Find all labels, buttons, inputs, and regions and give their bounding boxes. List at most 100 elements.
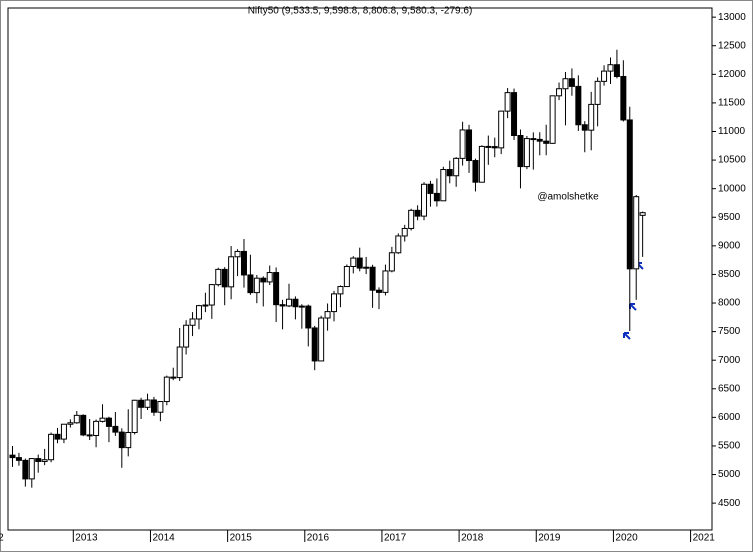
y-tick-label: 10000 [718, 183, 746, 194]
y-tick-label: 5500 [718, 441, 741, 452]
candle-body [523, 138, 530, 168]
candle-body [613, 64, 620, 77]
candle-body [433, 192, 440, 202]
candle-body [369, 266, 376, 291]
candle-body [144, 399, 151, 408]
candle-body [504, 92, 511, 112]
candle-body [93, 420, 100, 436]
x-tick-label: 2020 [615, 533, 638, 544]
candle-body [511, 92, 518, 136]
candle-body [639, 212, 646, 216]
candle-body [517, 134, 524, 168]
candle-body [543, 140, 550, 144]
candle-body [189, 318, 196, 326]
candle-body [157, 401, 164, 413]
candle-body [382, 270, 389, 293]
candle-body [363, 266, 370, 269]
candle-body [446, 169, 453, 177]
candle-body [67, 422, 74, 425]
x-tick-label: 2016 [307, 533, 330, 544]
candle-body [35, 458, 42, 462]
candle-body [195, 305, 202, 320]
x-tick-label: 2017 [384, 533, 407, 544]
candle-body [498, 110, 505, 149]
candle-body [594, 80, 601, 105]
candle-body [73, 414, 80, 424]
candle-body [150, 399, 157, 413]
candle-body [285, 298, 292, 307]
candle-body [376, 289, 383, 293]
candle-body [202, 304, 209, 307]
plot-area [7, 7, 713, 531]
candle-body [163, 376, 170, 403]
candle-body [41, 459, 48, 462]
candle-body [408, 209, 415, 229]
candle-body [440, 169, 447, 202]
candle-body [48, 433, 55, 461]
candle-body [86, 434, 93, 437]
y-tick-label: 13000 [718, 12, 746, 23]
candle-body [588, 103, 595, 131]
candle-body [54, 433, 61, 440]
candle-body [9, 454, 16, 459]
candle-body [620, 75, 627, 121]
candle-body [105, 417, 112, 427]
y-tick-label: 4500 [718, 498, 741, 509]
candle-body [556, 88, 563, 97]
candle-body [581, 124, 588, 131]
candle-body [601, 70, 608, 82]
candle-body [22, 459, 29, 480]
x-tick-label: 2015 [230, 533, 253, 544]
candle-body [350, 257, 357, 267]
y-tick-label: 7000 [718, 355, 741, 366]
candle-body [626, 119, 633, 270]
arrow [623, 332, 631, 340]
x-tick-label: 2021 [693, 533, 716, 544]
candle-body [568, 78, 575, 87]
candle-body [466, 129, 473, 162]
candle-body [253, 277, 260, 294]
candle-body [99, 417, 106, 422]
x-tick-label: 2013 [75, 533, 98, 544]
y-tick-label: 8000 [718, 298, 741, 309]
y-tick-label: 8500 [718, 269, 741, 280]
candle-body [459, 129, 466, 159]
candle-body [356, 257, 363, 269]
candle-body [292, 298, 299, 308]
candle-body [575, 85, 582, 126]
candle-body [427, 183, 434, 194]
y-tick-label: 5000 [718, 469, 741, 480]
y-tick-label: 12000 [718, 69, 746, 80]
candle-body [60, 423, 67, 440]
candle-body [260, 277, 267, 283]
candle-body [221, 268, 228, 288]
y-tick-label: 9000 [718, 240, 741, 251]
y-tick-label: 11000 [718, 126, 746, 137]
candle-body [401, 227, 408, 237]
candle-body [536, 138, 543, 142]
y-tick-label: 6500 [718, 383, 741, 394]
candle-body [28, 458, 35, 480]
candle-body [472, 160, 479, 183]
candle-body [633, 196, 640, 270]
candle-body [240, 250, 247, 276]
candle-body [215, 268, 222, 286]
candle-body [324, 311, 331, 319]
candle-body [15, 457, 22, 461]
candle-body [273, 272, 280, 306]
candle-body [388, 252, 395, 272]
x-tick-label: 2019 [538, 533, 561, 544]
y-tick-label: 11500 [718, 98, 746, 109]
candle-body [530, 138, 537, 141]
candle-body [266, 272, 273, 283]
candle-body [491, 146, 498, 149]
candle-body [208, 284, 215, 306]
candle-body [421, 183, 428, 217]
candle-body [125, 432, 132, 449]
y-tick-label: 10500 [718, 155, 746, 166]
candle-body [562, 78, 569, 90]
y-tick-label: 7500 [718, 326, 741, 337]
candle-body [176, 346, 183, 379]
